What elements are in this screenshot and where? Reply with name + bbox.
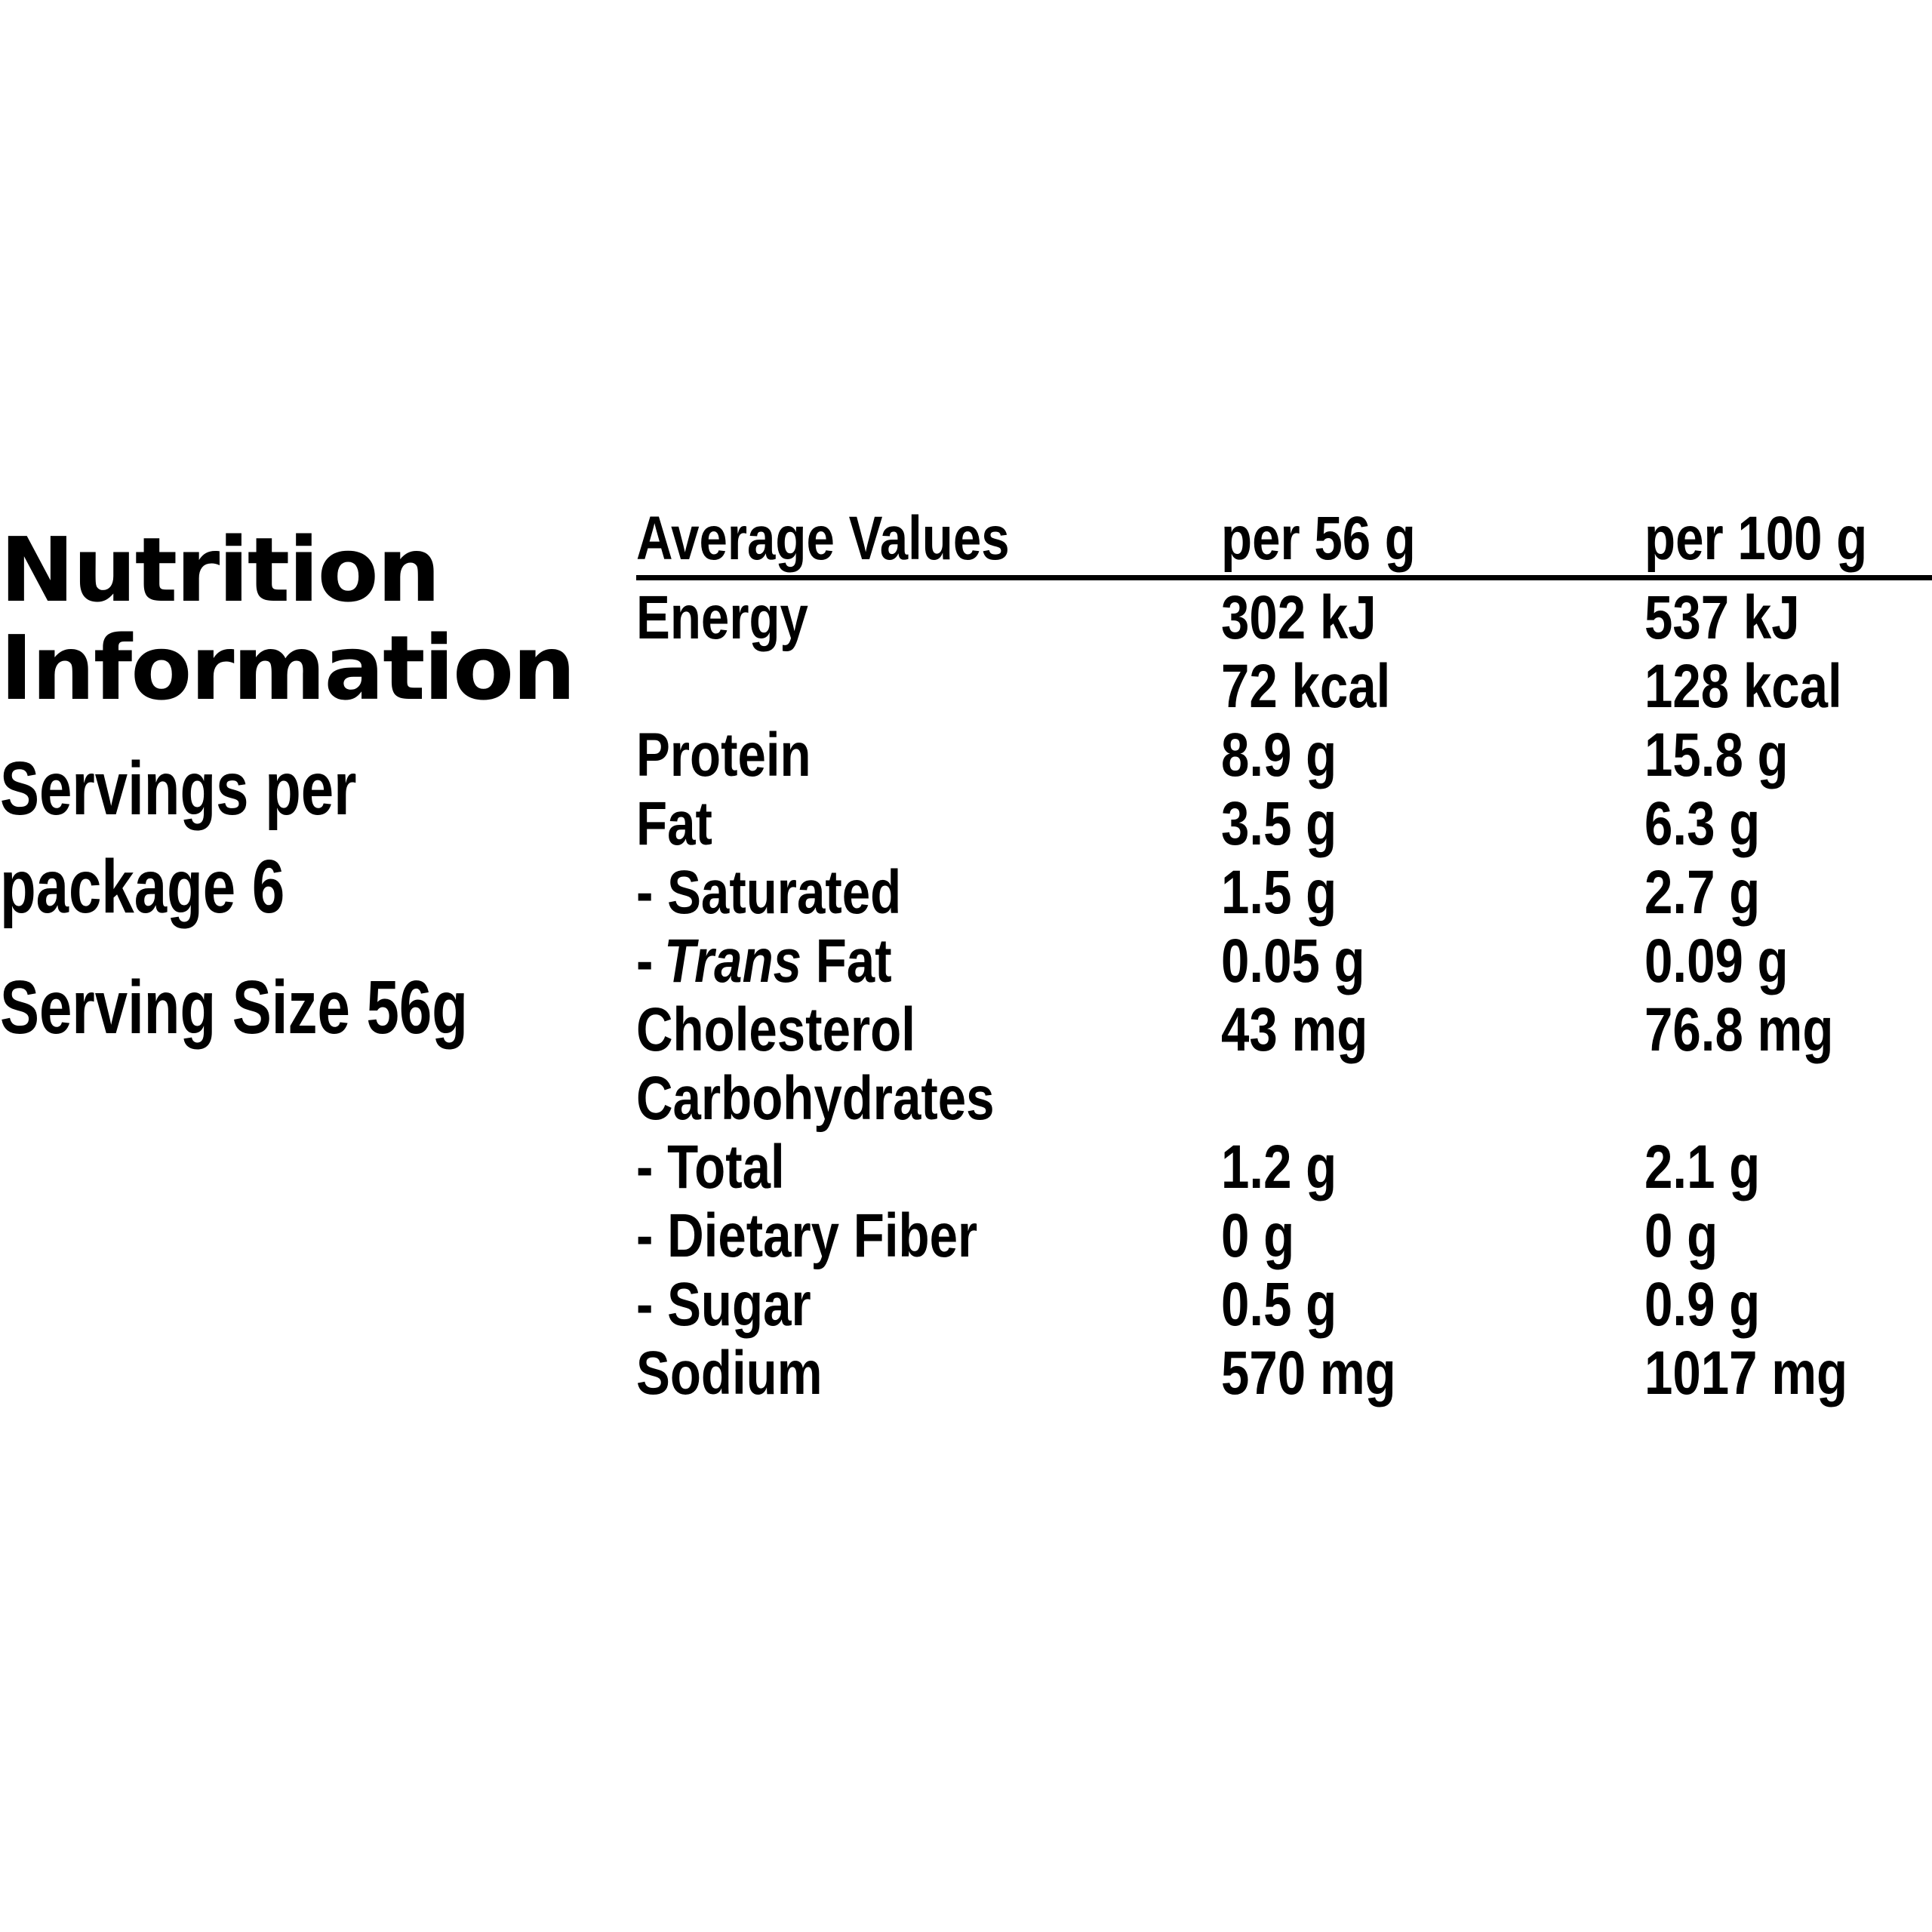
- nutrient-label: Cholesterol: [636, 995, 915, 1064]
- serving-size-text: Serving Size 56g: [0, 965, 468, 1050]
- value-per-serving: 72 kcal: [1221, 652, 1391, 721]
- table-row: - Saturated 1.5 g 2.7 g: [636, 858, 1932, 927]
- value-per-serving: 1.5 g: [1221, 858, 1337, 927]
- nutrient-label: Energy: [636, 583, 808, 652]
- serving-size: Serving Size 56g: [0, 958, 604, 1057]
- trans-fat-rest: Fat: [801, 927, 892, 995]
- table-row: - Sugar 0.5 g 0.9 g: [636, 1270, 1932, 1339]
- nutrition-table: Average Values per 56 g per 100 g Energy…: [636, 504, 1932, 1407]
- value-per-serving: 0 g: [1221, 1201, 1295, 1270]
- value-per-100g: 0 g: [1644, 1201, 1718, 1270]
- nutrient-label: - Saturated: [636, 858, 902, 927]
- nutrient-label: - Trans Fat: [636, 927, 892, 995]
- servings-line-1: Servings per: [0, 746, 357, 831]
- nutrient-label: Fat: [636, 789, 712, 858]
- table-row: Protein 8.9 g 15.8 g: [636, 721, 1932, 789]
- title-line-1: Nutrition: [0, 518, 441, 622]
- value-per-serving: 0.05 g: [1221, 927, 1365, 995]
- value-per-100g: 537 kJ: [1644, 583, 1800, 652]
- nutrient-label: - Sugar: [636, 1270, 811, 1339]
- nutrient-label: Protein: [636, 721, 811, 789]
- nutrient-label: Sodium: [636, 1339, 823, 1407]
- value-per-100g: 2.1 g: [1644, 1133, 1761, 1201]
- table-row: Carbohydrates: [636, 1064, 1932, 1133]
- nutrient-label: - Dietary Fiber: [636, 1201, 978, 1270]
- value-per-serving: 43 mg: [1221, 995, 1368, 1064]
- title-line-2: Information: [0, 616, 576, 720]
- table-row: - Total 1.2 g 2.1 g: [636, 1133, 1932, 1201]
- value-per-100g: 128 kcal: [1644, 652, 1842, 721]
- value-per-100g: 2.7 g: [1644, 858, 1761, 927]
- table-row: Fat 3.5 g 6.3 g: [636, 789, 1932, 858]
- nutrient-label: - Total: [636, 1133, 785, 1201]
- table-row: - Trans Fat 0.05 g 0.09 g: [636, 927, 1932, 995]
- table-row: Energy 302 kJ 537 kJ: [636, 583, 1932, 652]
- table-row: Sodium 570 mg 1017 mg: [636, 1339, 1932, 1407]
- value-per-serving: 3.5 g: [1221, 789, 1337, 858]
- value-per-serving: 8.9 g: [1221, 721, 1337, 789]
- value-per-100g: 0.9 g: [1644, 1270, 1761, 1339]
- table-row: - Dietary Fiber 0 g 0 g: [636, 1201, 1932, 1270]
- value-per-100g: 0.09 g: [1644, 927, 1789, 995]
- nutrient-label: Carbohydrates: [636, 1064, 995, 1133]
- table-row: 72 kcal 128 kcal: [636, 652, 1932, 721]
- value-per-serving: 302 kJ: [1221, 583, 1377, 652]
- value-per-serving: 570 mg: [1221, 1339, 1396, 1407]
- nutrition-info-panel: Nutrition Information Servings per packa…: [0, 521, 604, 1057]
- value-per-100g: 6.3 g: [1644, 789, 1761, 858]
- table-row: Cholesterol 43 mg 76.8 mg: [636, 995, 1932, 1064]
- value-per-serving: 0.5 g: [1221, 1270, 1337, 1339]
- header-per-serving: per 56 g: [1221, 504, 1416, 573]
- header-average-values: Average Values: [636, 504, 1010, 573]
- trans-fat-dash: -: [636, 927, 654, 995]
- header-divider: [636, 575, 1932, 580]
- value-per-serving: 1.2 g: [1221, 1133, 1337, 1201]
- servings-line-2: package 6: [0, 844, 285, 929]
- table-header-row: Average Values per 56 g per 100 g: [636, 504, 1932, 574]
- header-per-100g: per 100 g: [1644, 504, 1868, 573]
- servings-per-package: Servings per package 6: [0, 740, 604, 936]
- trans-fat-italic-word: Trans: [664, 927, 802, 995]
- value-per-100g: 1017 mg: [1644, 1339, 1848, 1407]
- value-per-100g: 15.8 g: [1644, 721, 1789, 789]
- value-per-100g: 76.8 mg: [1644, 995, 1834, 1064]
